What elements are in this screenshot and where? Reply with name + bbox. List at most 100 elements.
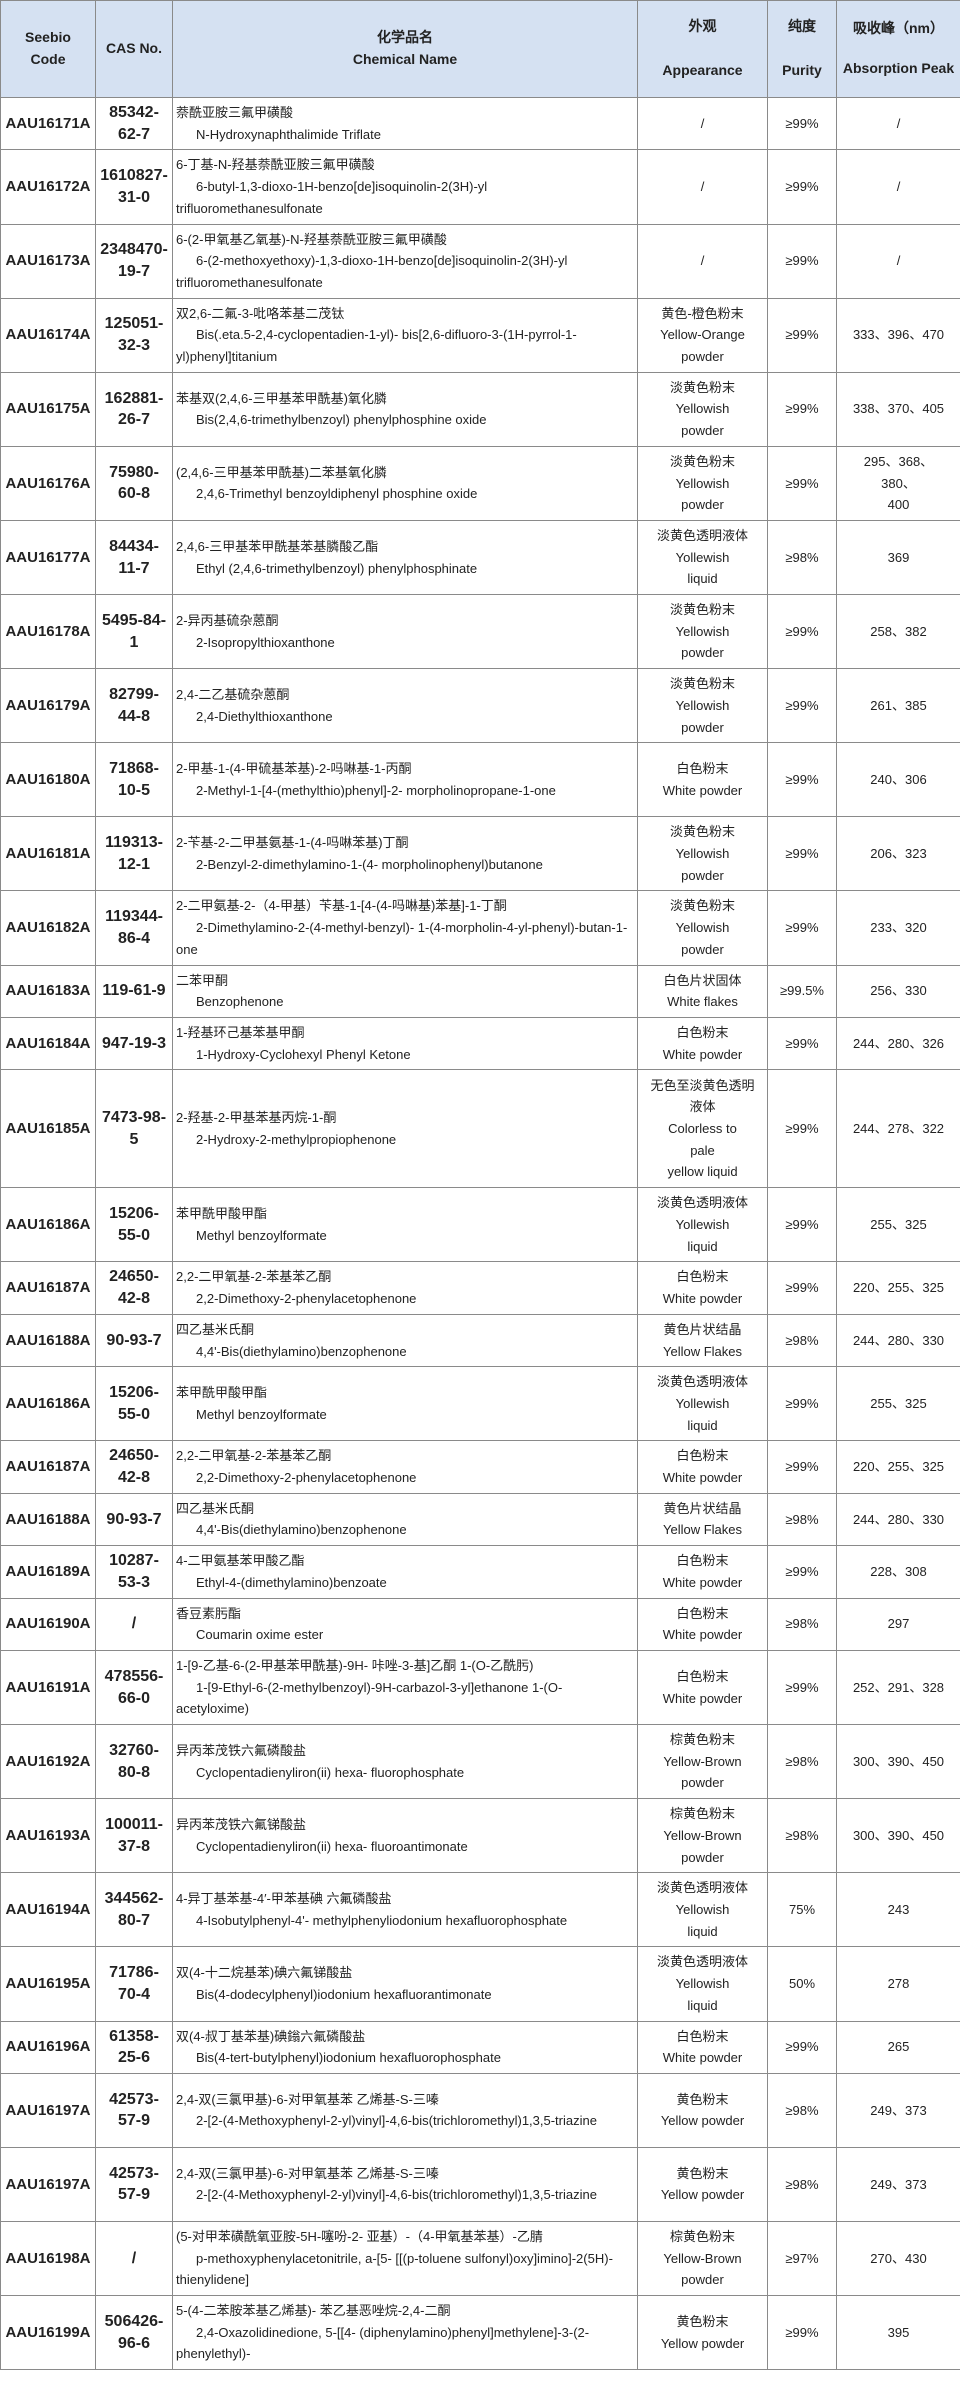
chemical-name-en: Ethyl-4-(dimethylamino)benzoate bbox=[196, 1574, 387, 1590]
appearance: 白色粉末 White powder bbox=[637, 1016, 768, 1071]
appearance: 淡黄色粉末 Yellowish powder bbox=[637, 890, 768, 966]
cas-number: 506426-96-6 bbox=[95, 2295, 173, 2371]
chemical-name: 双(4-叔丁基苯基)碘鎓六氟磷酸盐 Bis(4-tert-butylphenyl)… bbox=[172, 2020, 638, 2074]
table-row: AAU16177A 84434-11-7 2,4,6-三甲基苯甲酰基苯基膦酸乙酯 Et… bbox=[0, 519, 960, 596]
cas-number: 24650-42-8 bbox=[95, 1440, 173, 1494]
table-row: AAU16174A 125051-32-3 双2,6-二氟-3-吡咯苯基二茂钛 Bis… bbox=[0, 297, 960, 373]
absorption-peak: 261、385 bbox=[836, 668, 960, 744]
seebio-code: AAU16188A bbox=[0, 1313, 96, 1368]
chemical-name-cn: 6-(2-甲氧基乙氧基)-N-羟基萘酰亚胺三氟甲磺酸 bbox=[176, 231, 447, 247]
purity: ≥99% bbox=[767, 1187, 837, 1263]
appearance: 淡黄色粉末 Yellowish powder bbox=[637, 445, 768, 521]
purity: ≥99% bbox=[767, 1261, 837, 1315]
purity: ≥99% bbox=[767, 445, 837, 521]
appearance: 白色粉末 White powder bbox=[637, 1440, 768, 1494]
appearance: 淡黄色粉末 Yellowish powder bbox=[637, 594, 768, 670]
chemical-name-cn: 5-(4-二苯胺苯基乙烯基)- 苯乙基恶唑烷-2,4-二酮 bbox=[176, 2303, 451, 2319]
chemical-name-cn: 香豆素肟酯 bbox=[176, 1605, 242, 1621]
absorption-peak: 220、255、325 bbox=[836, 1440, 960, 1494]
header-appearance-en: Appearance bbox=[662, 62, 743, 78]
absorption-peak: 249、373 bbox=[836, 2072, 960, 2148]
chemical-name-cn: (2,4,6-三甲基苯甲酰基)二苯基氧化膦 bbox=[176, 464, 387, 480]
purity: ≥97% bbox=[767, 2220, 837, 2297]
chemical-name-cn: 二苯甲酮 bbox=[176, 972, 229, 988]
absorption-peak: 300、390、450 bbox=[836, 1798, 960, 1874]
chemical-name-en: Bis(.eta.5-2,4-cyclopentadien-1-yl)- bis… bbox=[176, 327, 577, 365]
absorption-peak: 244、278、322 bbox=[836, 1069, 960, 1189]
seebio-code: AAU16182A bbox=[0, 890, 96, 966]
absorption-peak: / bbox=[836, 223, 960, 299]
absorption-peak: 244、280、330 bbox=[836, 1492, 960, 1547]
seebio-code: AAU16190A bbox=[0, 1597, 96, 1651]
appearance: 黄色粉末 Yellow powder bbox=[637, 2146, 768, 2222]
absorption-peak: 338、370、405 bbox=[836, 371, 960, 447]
header-purity-en: Purity bbox=[782, 62, 822, 78]
seebio-code: AAU16196A bbox=[0, 2020, 96, 2074]
purity: ≥99% bbox=[767, 371, 837, 447]
purity: ≥99% bbox=[767, 668, 837, 744]
table-row: AAU16194A 344562-80-7 4-异丁基苯基-4′-甲苯基碘 六氟磷酸… bbox=[0, 1872, 960, 1948]
absorption-peak: / bbox=[836, 149, 960, 225]
header-cas: CAS No. bbox=[95, 0, 173, 98]
purity: ≥99% bbox=[767, 1366, 837, 1442]
chemical-name-cn: 2-二甲氨基-2-（4-甲基）苄基-1-[4-(4-吗啉基)苯基]-1-丁酮 bbox=[176, 898, 507, 914]
absorption-peak: 206、323 bbox=[836, 816, 960, 892]
chemical-name-cn: 2,4-双(三氯甲基)-6-对甲氧基苯 乙烯基-S-三嗪 bbox=[176, 2091, 439, 2107]
table-row: AAU16178A 5495-84-1 2-异丙基硫杂蒽酮 2-Isopropylth… bbox=[0, 594, 960, 670]
seebio-code: AAU16179A bbox=[0, 668, 96, 744]
chemical-name-cn: 2,2-二甲氧基-2-苯基苯乙酮 bbox=[176, 1269, 332, 1285]
table-row: AAU16186A 15206-55-0 苯甲酰甲酸甲酯 Methyl benzoyl… bbox=[0, 1187, 960, 1263]
cas-number: 75980-60-8 bbox=[95, 445, 173, 521]
chemical-name-cn: 2-异丙基硫杂蒽酮 bbox=[176, 612, 279, 628]
header-peak-en: Absorption Peak bbox=[842, 60, 955, 76]
table-row: AAU16186A 15206-55-0 苯甲酰甲酸甲酯 Methyl benzoyl… bbox=[0, 1366, 960, 1442]
chemical-name-en: Methyl benzoylformate bbox=[196, 1406, 327, 1422]
seebio-code: AAU16195A bbox=[0, 1946, 96, 2022]
chemical-name-en: 6-(2-methoxyethoxy)-1,3-dioxo-1H-benzo[d… bbox=[176, 253, 568, 290]
table-row: AAU16195A 71786-70-4 双(4-十二烷基苯)碘六氟锑酸盐 Bis(4… bbox=[0, 1946, 960, 2022]
absorption-peak: 244、280、326 bbox=[836, 1016, 960, 1071]
table-row: AAU16193A 100011-37-8 异丙苯茂铁六氟锑酸盐 Cyclopenta… bbox=[0, 1798, 960, 1874]
absorption-peak: 252、291、328 bbox=[836, 1649, 960, 1726]
cas-number: 90-93-7 bbox=[95, 1492, 173, 1547]
cas-number: 119344-86-4 bbox=[95, 890, 173, 966]
absorption-peak: 333、396、470 bbox=[836, 297, 960, 373]
table-row: AAU16188A 90-93-7 四乙基米氏酮 4,4'-Bis(diethylam… bbox=[0, 1492, 960, 1547]
table-row: AAU16182A 119344-86-4 2-二甲氨基-2-（4-甲基）苄基-1-… bbox=[0, 890, 960, 966]
table-row: AAU16184A 947-19-3 1-羟基环己基苯基甲酮 1-Hydroxy-Cy… bbox=[0, 1016, 960, 1071]
chemical-name-en: 2,4,6-Trimethyl benzoyldiphenyl phosphin… bbox=[196, 486, 478, 502]
absorption-peak: 233、320 bbox=[836, 890, 960, 966]
seebio-code: AAU16181A bbox=[0, 816, 96, 892]
chemical-name-en: 2-[2-(4-Methoxyphenyl-2-yl)vinyl]-4,6-bi… bbox=[196, 2187, 597, 2203]
chemical-name: 1-[9-乙基-6-(2-甲基苯甲酰基)-9H- 咔唑-3-基]乙酮 1-(O-… bbox=[172, 1649, 638, 1726]
chemical-name-cn: 双(4-十二烷基苯)碘六氟锑酸盐 bbox=[176, 1965, 353, 1981]
table-row: AAU16197A 42573-57-9 2,4-双(三氯甲基)-6-对甲氧基苯 乙… bbox=[0, 2072, 960, 2148]
chemical-name: 二苯甲酮 Benzophenone bbox=[172, 964, 638, 1018]
chemical-name-cn: 四乙基米氏酮 bbox=[176, 1321, 255, 1337]
purity: ≥99% bbox=[767, 594, 837, 670]
seebio-code: AAU16187A bbox=[0, 1261, 96, 1315]
header-row: Seebio Code CAS No. 化学品名 Chemical Name 外… bbox=[0, 0, 960, 98]
absorption-peak: 249、373 bbox=[836, 2146, 960, 2222]
table-row: AAU16198A / (5-对甲苯磺酰氧亚胺-5H-噻吩-2- 亚基）-（4-甲氧… bbox=[0, 2220, 960, 2297]
appearance: 黄色粉末 Yellow powder bbox=[637, 2072, 768, 2148]
chemical-name-cn: 6-丁基-N-羟基萘酰亚胺三氟甲磺酸 bbox=[176, 157, 375, 173]
appearance: 白色粉末 White powder bbox=[637, 1649, 768, 1726]
chemical-name: 5-(4-二苯胺苯基乙烯基)- 苯乙基恶唑烷-2,4-二酮 2,4-Oxazoli… bbox=[172, 2295, 638, 2371]
seebio-code: AAU16189A bbox=[0, 1545, 96, 1599]
absorption-peak: 297 bbox=[836, 1597, 960, 1651]
absorption-peak: 395 bbox=[836, 2295, 960, 2371]
chemical-name: 4-异丁基苯基-4′-甲苯基碘 六氟磷酸盐 4-Isobutylphenyl-4'… bbox=[172, 1872, 638, 1948]
cas-number: 82799-44-8 bbox=[95, 668, 173, 744]
table-row: AAU16176A 75980-60-8 (2,4,6-三甲基苯甲酰基)二苯基氧化膦… bbox=[0, 445, 960, 521]
purity: ≥98% bbox=[767, 519, 837, 596]
chemical-name-en: 2-Methyl-1-[4-(methylthio)phenyl]-2- mor… bbox=[196, 782, 556, 798]
seebio-code: AAU16180A bbox=[0, 742, 96, 818]
cas-number: 71868-10-5 bbox=[95, 742, 173, 818]
chemical-name-en: 2-Hydroxy-2-methylpropiophenone bbox=[196, 1131, 397, 1147]
chemical-name: (5-对甲苯磺酰氧亚胺-5H-噻吩-2- 亚基）-（4-甲氧基苯基）-乙腈 p-m… bbox=[172, 2220, 638, 2297]
appearance: 无色至淡黄色透明 液体 Colorless to pale yellow liq… bbox=[637, 1069, 768, 1189]
purity: 75% bbox=[767, 1872, 837, 1948]
chemical-name-en: 4-Isobutylphenyl-4'- methylphenyliodoniu… bbox=[196, 1912, 568, 1928]
table-row: AAU16171A 85342-62-7 萘酰亚胺三氟甲磺酸 N-Hydroxynap… bbox=[0, 96, 960, 151]
